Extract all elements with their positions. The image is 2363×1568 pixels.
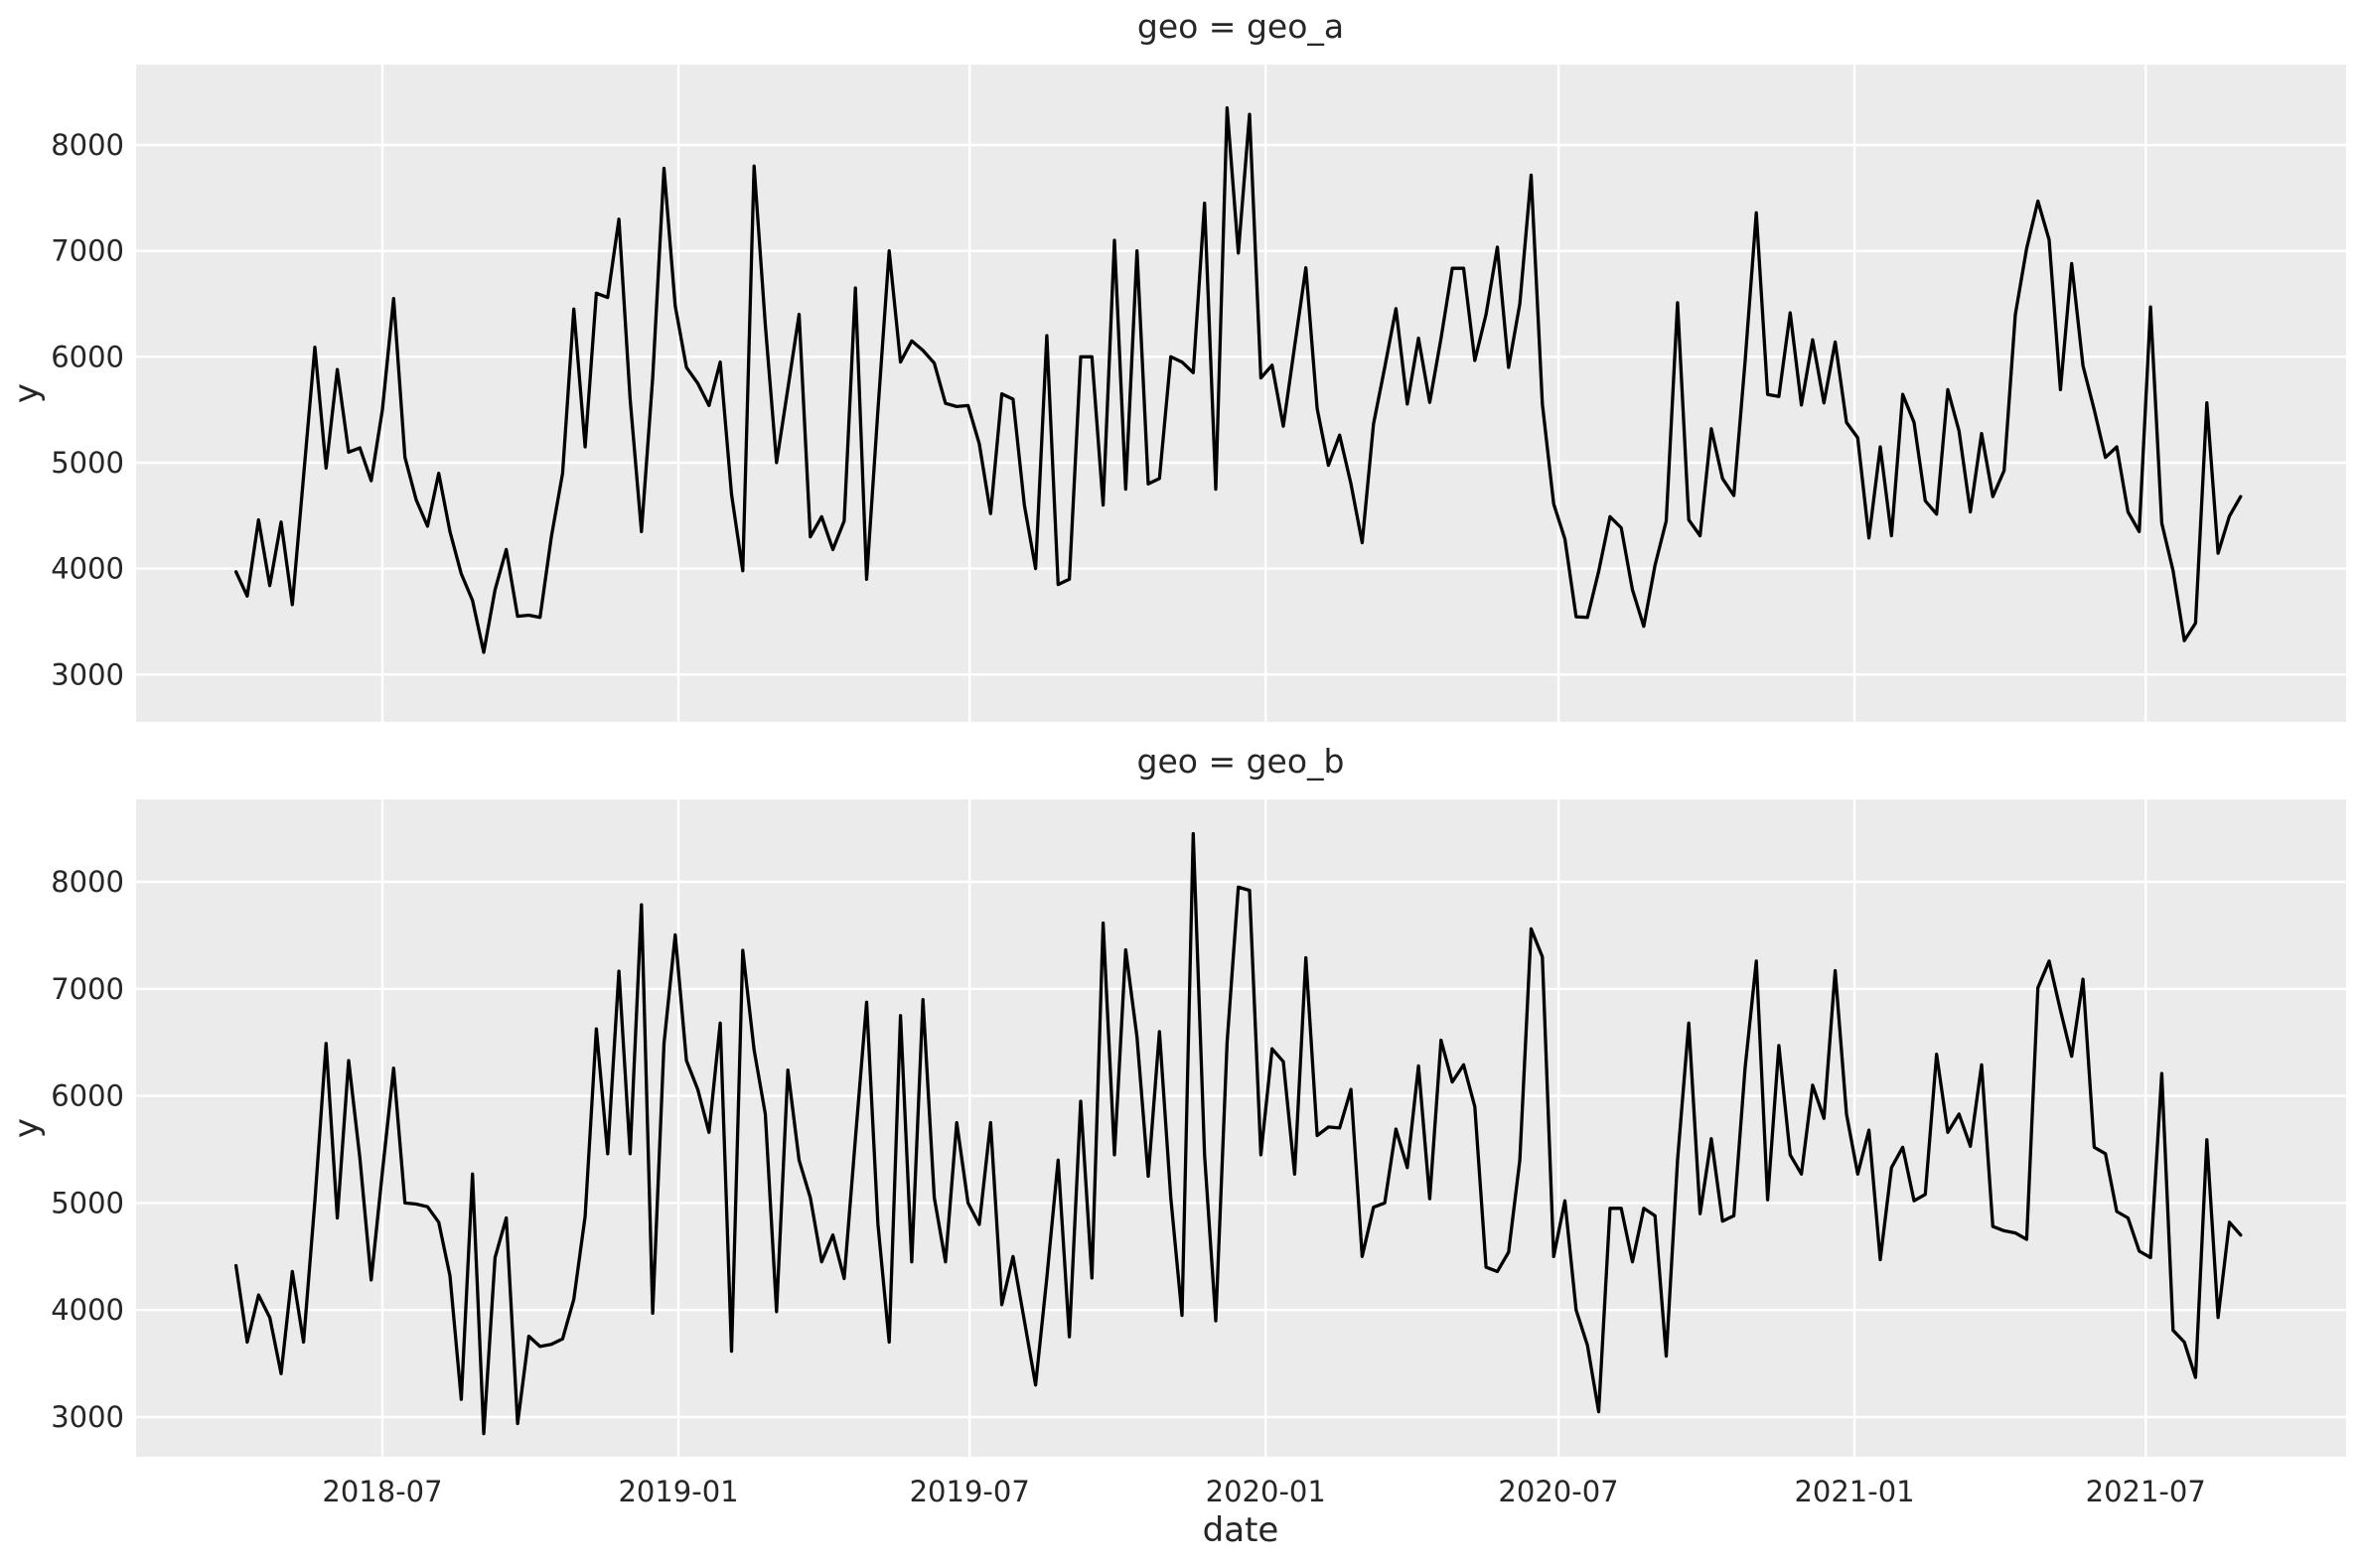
y-tick-label: 7000 <box>51 234 124 268</box>
x-tick-label: 2021-01 <box>1794 1475 1914 1508</box>
y-tick-label: 4000 <box>51 552 124 586</box>
y-tick-label: 3000 <box>51 657 124 691</box>
y-axis-label: y <box>7 1118 47 1138</box>
y-tick-label: 6000 <box>51 340 124 373</box>
x-tick-label: 2018-07 <box>322 1475 442 1508</box>
y-tick-label: 5000 <box>51 446 124 480</box>
x-tick-label: 2019-01 <box>618 1475 738 1508</box>
facet-title-geo_b: geo = geo_b <box>1137 742 1345 781</box>
y-tick-label: 7000 <box>51 972 124 1006</box>
x-tick-label: 2020-07 <box>1498 1475 1618 1508</box>
x-axis-label: date <box>1203 1510 1279 1550</box>
panel-background <box>136 799 2346 1457</box>
series-line-geo_b <box>233 831 2243 1436</box>
y-tick-label: 8000 <box>51 865 124 899</box>
x-tick-label: 2019-07 <box>910 1475 1030 1508</box>
y-axis-label: y <box>7 383 47 403</box>
series-line-geo_a <box>233 106 2243 654</box>
y-tick-label: 5000 <box>51 1186 124 1219</box>
y-tick-label: 6000 <box>51 1079 124 1113</box>
y-tick-label: 4000 <box>51 1293 124 1327</box>
y-tick-label: 3000 <box>51 1400 124 1434</box>
x-tick-label: 2020-01 <box>1206 1475 1326 1508</box>
panel-background <box>136 65 2346 722</box>
facet-title-geo_a: geo = geo_a <box>1137 7 1344 46</box>
x-tick-label: 2021-07 <box>2086 1475 2206 1508</box>
y-tick-label: 8000 <box>51 128 124 162</box>
